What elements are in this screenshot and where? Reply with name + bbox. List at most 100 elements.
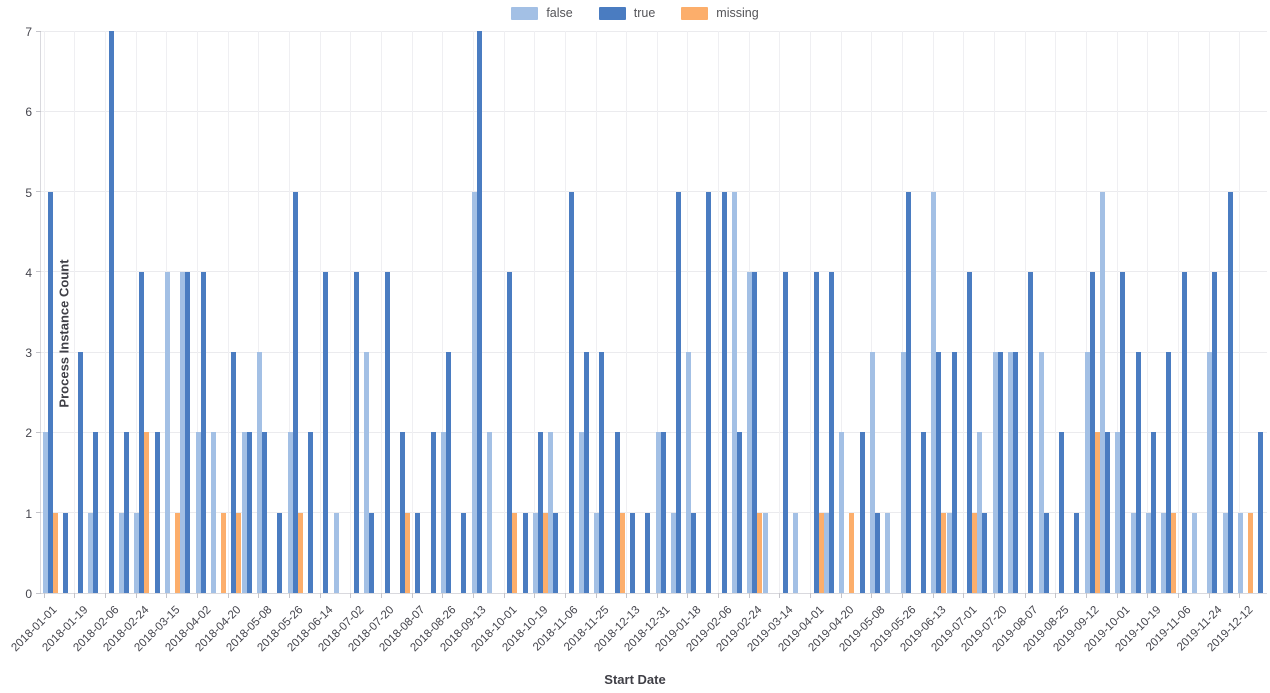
bar-false[interactable]	[1115, 432, 1121, 593]
bar-false[interactable]	[594, 512, 600, 593]
bar-false[interactable]	[578, 432, 584, 593]
bar-true[interactable]	[415, 512, 421, 593]
bar-false[interactable]	[471, 191, 477, 593]
bar-missing[interactable]	[512, 512, 518, 593]
bar-false[interactable]	[1237, 512, 1243, 593]
bar-false[interactable]	[1084, 352, 1090, 593]
bar-true[interactable]	[139, 271, 145, 593]
bar-true[interactable]	[1058, 432, 1064, 593]
bar-false[interactable]	[747, 271, 753, 593]
bar-false[interactable]	[1191, 512, 1197, 593]
bar-true[interactable]	[93, 432, 99, 593]
bar-false[interactable]	[732, 191, 738, 593]
bar-true[interactable]	[461, 512, 467, 593]
bar-true[interactable]	[1089, 271, 1095, 593]
bar-true[interactable]	[875, 512, 881, 593]
bar-true[interactable]	[1212, 271, 1218, 593]
bar-true[interactable]	[1120, 271, 1126, 593]
bar-false[interactable]	[1222, 512, 1228, 593]
bar-true[interactable]	[384, 271, 390, 593]
bar-true[interactable]	[614, 432, 620, 593]
bar-false[interactable]	[1207, 352, 1213, 593]
bar-false[interactable]	[1038, 352, 1044, 593]
legend-item-missing[interactable]: missing	[681, 6, 759, 20]
bar-true[interactable]	[231, 352, 237, 593]
bar-true[interactable]	[721, 191, 727, 593]
bar-true[interactable]	[645, 512, 651, 593]
bar-true[interactable]	[982, 512, 988, 593]
bar-false[interactable]	[1007, 352, 1013, 593]
bar-true[interactable]	[706, 191, 712, 593]
bar-missing[interactable]	[818, 512, 824, 593]
bar-missing[interactable]	[972, 512, 977, 593]
bar-missing[interactable]	[1247, 512, 1253, 593]
bar-false[interactable]	[486, 432, 492, 593]
bar-true[interactable]	[752, 271, 758, 593]
bar-false[interactable]	[946, 512, 952, 593]
bar-false[interactable]	[686, 352, 692, 593]
bar-true[interactable]	[62, 512, 68, 593]
bar-missing[interactable]	[175, 512, 181, 593]
bar-missing[interactable]	[1171, 512, 1177, 593]
bar-true[interactable]	[185, 271, 191, 593]
bar-false[interactable]	[824, 512, 830, 593]
bar-false[interactable]	[257, 352, 263, 593]
legend-item-false[interactable]: false	[511, 6, 573, 20]
bar-true[interactable]	[905, 191, 911, 593]
bar-true[interactable]	[568, 191, 574, 593]
bar-true[interactable]	[354, 271, 359, 593]
bar-false[interactable]	[992, 352, 998, 593]
bar-false[interactable]	[134, 512, 140, 593]
bar-false[interactable]	[548, 432, 554, 593]
bar-true[interactable]	[262, 432, 268, 593]
bar-true[interactable]	[537, 432, 543, 593]
bar-true[interactable]	[399, 432, 405, 593]
bar-false[interactable]	[977, 432, 983, 593]
bar-false[interactable]	[1099, 191, 1105, 593]
bar-true[interactable]	[1074, 512, 1080, 593]
bar-true[interactable]	[553, 512, 559, 593]
bar-false[interactable]	[364, 352, 370, 593]
bar-true[interactable]	[737, 432, 743, 593]
bar-false[interactable]	[119, 512, 125, 593]
bar-true[interactable]	[859, 432, 865, 593]
bar-true[interactable]	[430, 432, 436, 593]
bar-false[interactable]	[287, 432, 293, 593]
bar-missing[interactable]	[849, 512, 855, 593]
bar-true[interactable]	[921, 432, 927, 593]
bar-true[interactable]	[200, 271, 206, 593]
bar-true[interactable]	[1150, 432, 1156, 593]
bar-false[interactable]	[440, 432, 446, 593]
bar-missing[interactable]	[619, 512, 625, 593]
bar-true[interactable]	[951, 352, 957, 593]
bar-true[interactable]	[1012, 352, 1018, 593]
bar-missing[interactable]	[236, 512, 242, 593]
bar-true[interactable]	[1227, 191, 1233, 593]
bar-missing[interactable]	[144, 432, 150, 593]
bar-false[interactable]	[211, 432, 217, 593]
bar-true[interactable]	[967, 271, 972, 593]
bar-true[interactable]	[445, 352, 451, 593]
bar-false[interactable]	[793, 512, 799, 593]
bar-missing[interactable]	[542, 512, 548, 593]
bar-false[interactable]	[241, 432, 247, 593]
bar-false[interactable]	[655, 432, 661, 593]
bar-false[interactable]	[180, 271, 186, 593]
bar-true[interactable]	[323, 271, 329, 593]
bar-false[interactable]	[532, 512, 538, 593]
bar-true[interactable]	[1166, 352, 1172, 593]
bar-true[interactable]	[1135, 352, 1141, 593]
bar-true[interactable]	[997, 352, 1003, 593]
bar-false[interactable]	[670, 512, 676, 593]
bar-missing[interactable]	[221, 512, 227, 593]
bar-false[interactable]	[762, 512, 768, 593]
bar-true[interactable]	[783, 271, 789, 593]
bar-true[interactable]	[47, 191, 53, 593]
bar-true[interactable]	[936, 352, 942, 593]
bar-true[interactable]	[660, 432, 666, 593]
bar-false[interactable]	[1161, 512, 1167, 593]
bar-true[interactable]	[1043, 512, 1049, 593]
bar-true[interactable]	[108, 31, 114, 593]
bar-missing[interactable]	[757, 512, 763, 593]
bar-true[interactable]	[1104, 432, 1110, 593]
